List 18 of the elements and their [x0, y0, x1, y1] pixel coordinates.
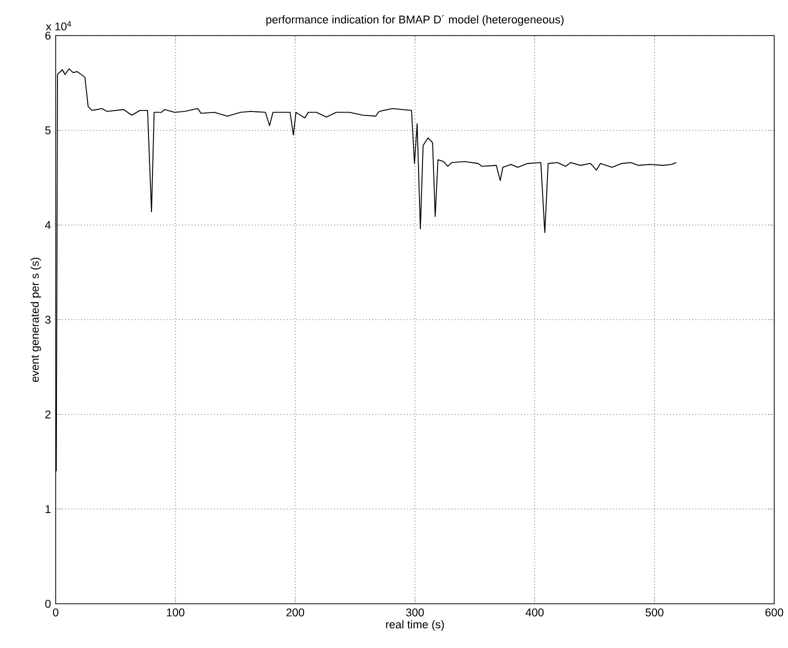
y-tick-label: 2 [45, 410, 50, 418]
y-tick-label: 3 [45, 316, 51, 324]
chart-title: performance indication for BMAP D´ model (heterogeneous) [266, 14, 564, 26]
x-tick-label: 300 [406, 608, 424, 616]
y-tick-label: 0 [45, 600, 51, 608]
x-tick-label: 600 [765, 608, 784, 616]
x-tick-label: 500 [646, 608, 664, 616]
y-tick-label: 1 [46, 505, 50, 513]
y-tick-label: 6 [45, 32, 51, 40]
x-tick-label: 400 [526, 608, 544, 616]
y-axis-title: event generated per s (s) [30, 258, 41, 382]
y-tick-label: 5 [45, 126, 51, 134]
x-axis-title: real time (s) [386, 620, 444, 630]
x-tick-label: 200 [286, 608, 304, 616]
y-tick-label: 4 [45, 221, 51, 229]
x-tick-label: 0 [53, 608, 58, 616]
text: x 10$^{4}$ [46, 21, 72, 30]
x-tick-label: 100 [166, 608, 184, 616]
